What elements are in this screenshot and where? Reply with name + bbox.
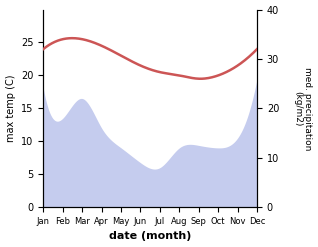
Y-axis label: max temp (C): max temp (C) — [5, 75, 16, 142]
X-axis label: date (month): date (month) — [109, 231, 191, 242]
Y-axis label: med. precipitation
(kg/m2): med. precipitation (kg/m2) — [293, 67, 313, 150]
